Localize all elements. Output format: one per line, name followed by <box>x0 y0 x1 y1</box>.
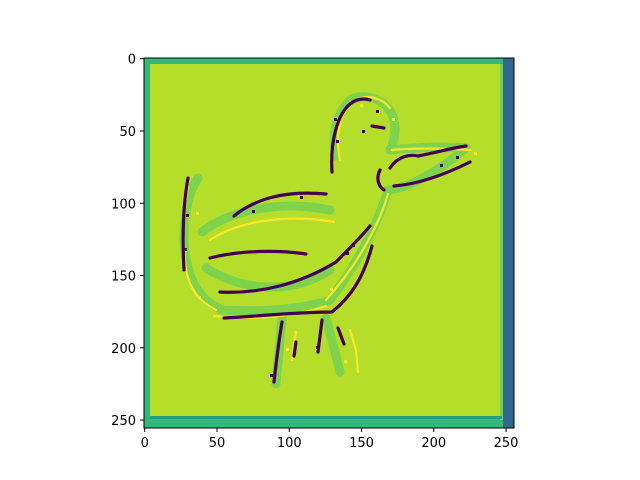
x-tick-label: 50 <box>209 436 226 451</box>
y-tick-label: 0 <box>128 53 136 68</box>
duck-speckles <box>184 110 459 377</box>
border-right-edge <box>500 64 503 420</box>
x-tick-label: 100 <box>277 436 302 451</box>
x-axis: 0 50 100 150 200 250 <box>141 428 519 451</box>
y-axis: 0 50 100 150 200 250 <box>111 53 144 429</box>
x-tick-label: 250 <box>494 436 519 451</box>
border-right <box>503 58 514 428</box>
x-tick-label: 150 <box>349 436 374 451</box>
border-bottom-edge <box>150 416 502 419</box>
duck-dark-edges <box>181 97 472 384</box>
x-tick-label: 200 <box>421 436 446 451</box>
duck-yellow-speckles <box>196 104 477 363</box>
y-tick-label: 200 <box>111 342 136 357</box>
border-left <box>144 58 150 428</box>
border-bottom <box>144 418 514 428</box>
border-top <box>144 58 514 64</box>
y-tick-label: 150 <box>111 270 136 285</box>
heatmap-image <box>144 58 514 428</box>
y-tick-label: 250 <box>111 414 136 429</box>
axes-frame <box>143 57 515 429</box>
y-tick-label: 50 <box>119 125 136 140</box>
x-tick-label: 0 <box>141 436 149 451</box>
image-background <box>144 58 514 428</box>
y-tick-label: 100 <box>111 197 136 212</box>
